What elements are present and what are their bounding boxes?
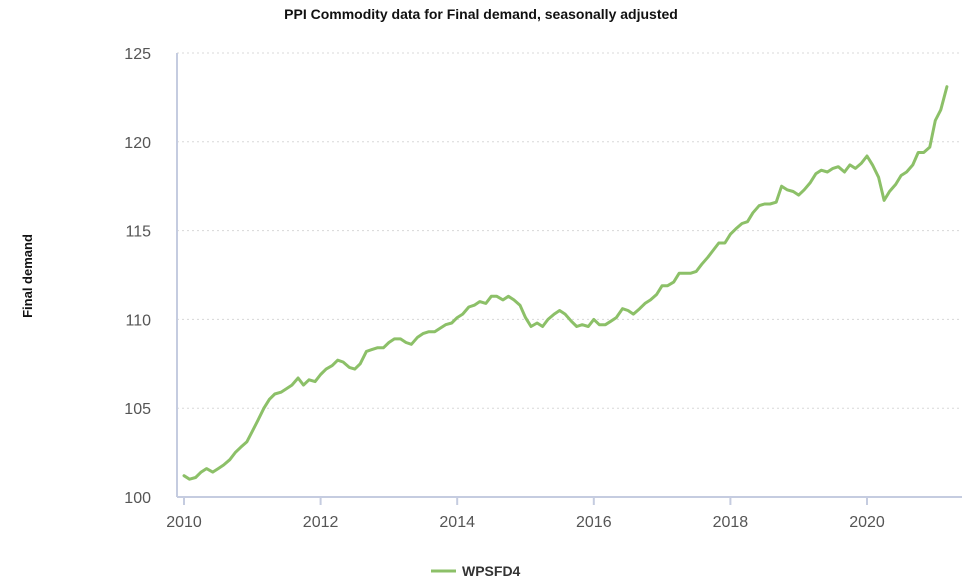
y-axis-label: Final demand [20, 234, 35, 318]
chart-title: PPI Commodity data for Final demand, sea… [284, 6, 678, 22]
x-tick-label-2012: 2012 [303, 514, 339, 531]
x-tick-label-2016: 2016 [576, 514, 612, 531]
x-tick-label-2010: 2010 [166, 514, 202, 531]
legend[interactable]: WPSFD4 [431, 563, 521, 579]
series-line-wpsfd4[interactable] [182, 85, 949, 481]
y-tick-label-125: 125 [124, 46, 151, 63]
y-tick-label-100: 100 [124, 490, 151, 507]
x-tick-label-2014: 2014 [439, 514, 475, 531]
y-tick-label-105: 105 [124, 401, 151, 418]
axes [176, 53, 962, 505]
tick-labels: 100 105 110 115 120 125 2010 2012 2014 2016 2018 20… [124, 46, 885, 531]
x-tick-label-2018: 2018 [713, 514, 749, 531]
y-tick-label-115: 115 [125, 224, 151, 241]
x-tick-label-2020: 2020 [849, 514, 885, 531]
y-tick-label-110: 110 [125, 312, 151, 329]
series-layer [182, 85, 949, 481]
y-tick-label-120: 120 [124, 135, 151, 152]
legend-label-wpsfd4: WPSFD4 [462, 563, 521, 579]
gridlines [177, 52, 962, 409]
